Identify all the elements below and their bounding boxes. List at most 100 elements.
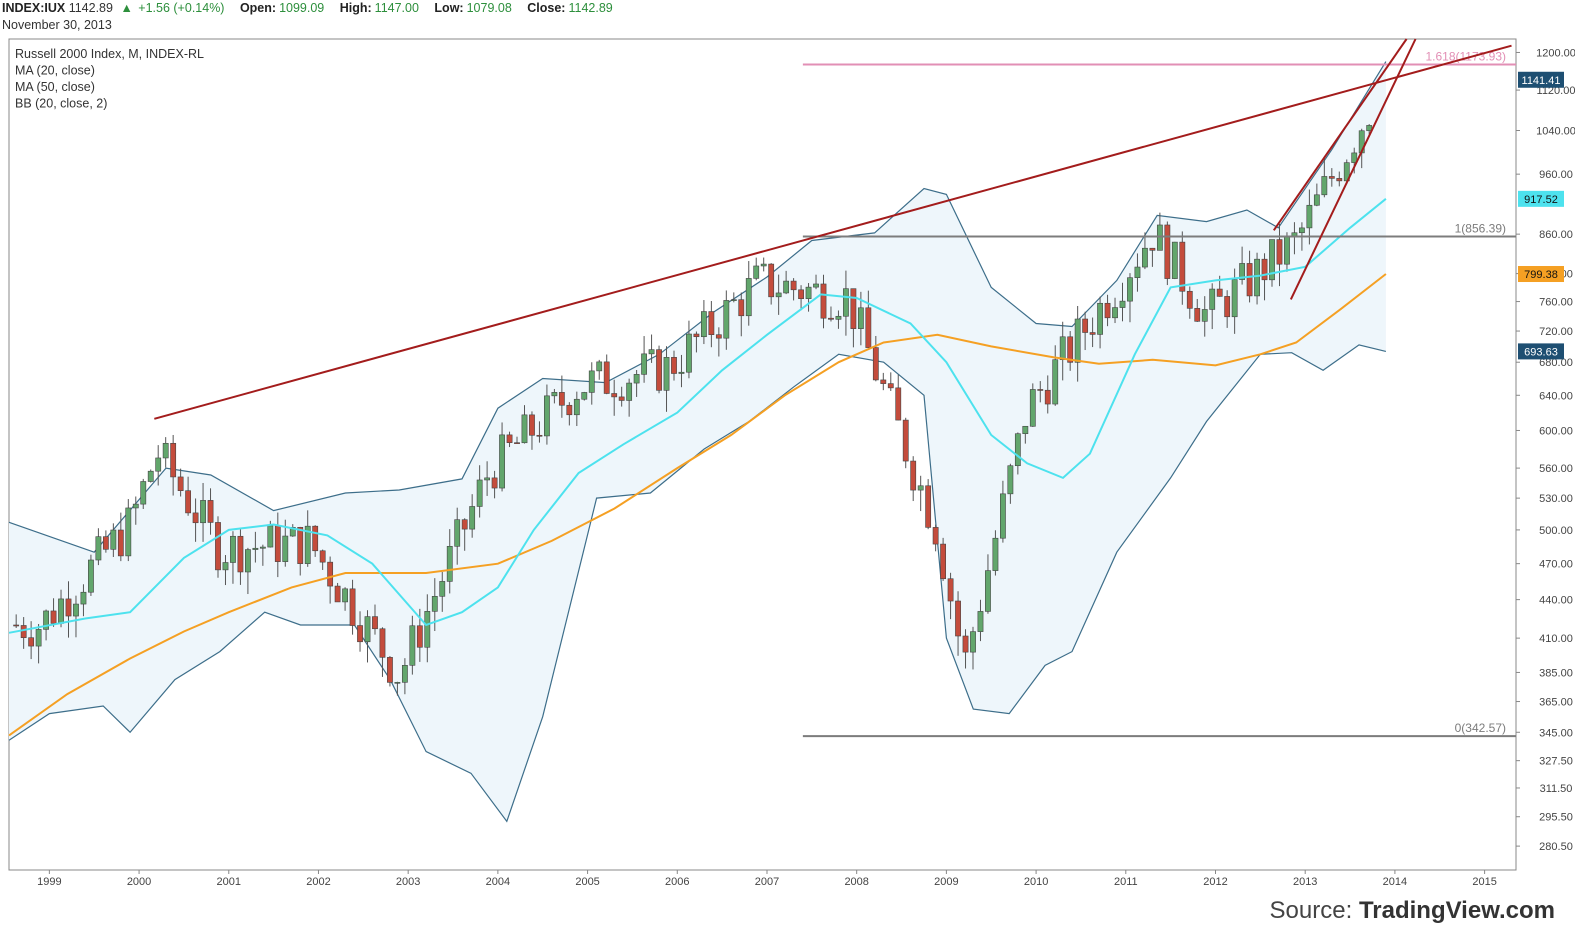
candle-body (790, 280, 797, 291)
symbol-name: INDEX:IUX (2, 1, 66, 15)
price-tag-box (1518, 190, 1564, 207)
candle-body (1119, 300, 1126, 308)
candle-body (237, 535, 244, 573)
candle-body (588, 370, 595, 393)
candle-body (357, 625, 363, 643)
candle-body (1059, 336, 1066, 361)
candle-body (678, 371, 685, 374)
candle-body (1261, 258, 1268, 281)
candle-body (1254, 258, 1260, 297)
candle-body (1127, 277, 1133, 302)
candle-body (715, 334, 722, 339)
candle-body (469, 506, 476, 530)
candle-body (1336, 178, 1343, 182)
candle-body (596, 361, 603, 372)
y-tick-label: 500.00 (1539, 525, 1573, 537)
x-tick-label: 2005 (575, 876, 599, 888)
candle-body (484, 477, 491, 481)
candle-body (117, 529, 124, 557)
y-tick-label: 680.00 (1539, 357, 1573, 369)
candle-body (349, 588, 356, 626)
candle-body (506, 434, 513, 443)
candle-body (1313, 194, 1320, 206)
y-axis: 280.50 295.50 311.50 327.50 345.00 365.00 385.… (1516, 47, 1575, 853)
candle-body (730, 299, 737, 301)
candle-body (372, 616, 378, 630)
candle-body (835, 315, 842, 320)
close-value: 1142.89 (568, 1, 613, 15)
candle-body (857, 307, 864, 329)
candle-body (1179, 241, 1186, 292)
candle-body (977, 611, 984, 632)
x-tick-label: 2003 (396, 876, 420, 888)
candle-body (1269, 239, 1275, 281)
source-brand: TradingView.com (1358, 897, 1555, 924)
candle-body (1321, 176, 1328, 196)
candle-body (132, 503, 139, 509)
candle-body (230, 535, 236, 563)
x-tick-label: 2007 (755, 876, 779, 888)
candle-body (499, 434, 505, 489)
legend-ma50: MA (50, close) (15, 80, 95, 94)
candle-body (155, 457, 162, 472)
candle-body (73, 603, 79, 617)
y-tick-label: 440.00 (1539, 595, 1573, 607)
candle-body (110, 529, 117, 550)
candle-body (1284, 235, 1290, 265)
candle-body (1239, 263, 1246, 280)
candle-body (1052, 359, 1059, 405)
y-tick-label: 860.00 (1539, 229, 1573, 241)
candle-body (813, 283, 819, 288)
candle-body (1029, 389, 1036, 427)
candle-body (1104, 302, 1111, 319)
candle-body (65, 598, 72, 617)
candle-body (1276, 239, 1283, 265)
candle-body (626, 382, 633, 401)
candle-body (1194, 308, 1201, 322)
trend-line[interactable] (1289, 38, 1417, 300)
candle-body (1246, 263, 1253, 297)
candle-body (207, 500, 214, 523)
candle-body (521, 414, 528, 444)
candle-body (611, 393, 618, 398)
candle-body (304, 525, 311, 564)
candle-body (88, 559, 94, 593)
candle-body (633, 374, 640, 384)
candle-body (1171, 241, 1178, 279)
open-label: Open: (239, 1, 277, 15)
legend-bb: BB (20, close, 2) (15, 97, 107, 111)
candle-body (334, 585, 341, 603)
candle-body (1074, 318, 1081, 363)
candle-body (1044, 389, 1051, 405)
candle-body (1299, 227, 1305, 234)
candle-body (1097, 302, 1103, 335)
candle-body (140, 481, 147, 505)
trend-line[interactable] (154, 44, 1512, 420)
candle-body (80, 591, 87, 605)
price-tag: 693.63 (1518, 343, 1564, 360)
low-label: Low: (434, 1, 464, 15)
y-tick-label: 560.00 (1539, 463, 1573, 475)
candle-body (297, 527, 304, 564)
last-price: 1142.89 (68, 1, 113, 15)
candle-body (708, 311, 715, 335)
candle-body (491, 477, 498, 489)
symbol-header: INDEX:IUX 1142.89 ▲ +1.56 (+0.14%) Open:… (2, 1, 613, 15)
x-tick-label: 2012 (1203, 876, 1227, 888)
plot-frame (8, 38, 1517, 871)
candle-body (850, 288, 857, 329)
candle-body (1037, 389, 1044, 391)
x-tick-label: 2008 (844, 876, 868, 888)
trend-line[interactable] (1272, 38, 1408, 231)
candle-body (1224, 296, 1231, 318)
fib-level-label: 0(342.57) (1455, 721, 1506, 735)
candle-body (446, 545, 453, 582)
y-tick-label: 600.00 (1539, 425, 1573, 437)
price-tag-label: 693.63 (1524, 346, 1558, 358)
candles (13, 124, 1373, 696)
candle-body (558, 392, 565, 406)
date-label: November 30, 2013 (2, 18, 112, 32)
close-label: Close: (527, 1, 566, 15)
candle-body (925, 485, 932, 528)
